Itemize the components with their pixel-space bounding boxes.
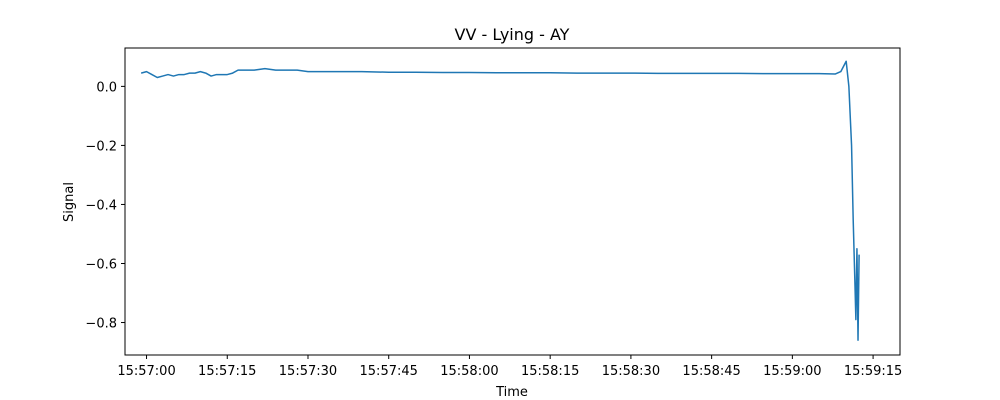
- y-axis: 0.0 −0.2 −0.4 −0.6 −0.8: [85, 80, 125, 332]
- x-tick-label: 15:58:30: [602, 364, 660, 379]
- y-tick-label: −0.6: [85, 257, 117, 272]
- x-tick-label: 15:58:15: [521, 364, 579, 379]
- x-tick-label: 15:57:45: [360, 364, 418, 379]
- x-tick-label: 15:59:15: [844, 364, 902, 379]
- x-axis: 15:57:00 15:57:15 15:57:30 15:57:45 15:58:00…: [117, 355, 902, 379]
- plot-frame: [124, 47, 901, 356]
- y-tick-label: −0.2: [85, 139, 117, 154]
- chart-title: VV - Lying - AY: [455, 25, 570, 44]
- x-tick-label: 15:57:15: [198, 364, 256, 379]
- x-tick-label: 15:57:00: [117, 364, 175, 379]
- x-tick-label: 15:59:00: [763, 364, 821, 379]
- series-line: [140, 60, 860, 341]
- y-tick-label: −0.4: [85, 198, 117, 213]
- x-tick-label: 15:58:00: [440, 364, 498, 379]
- x-tick-label: 15:58:45: [682, 364, 740, 379]
- y-tick-label: −0.8: [85, 317, 117, 332]
- x-tick-label: 15:57:30: [279, 364, 337, 379]
- y-axis-label: Signal: [62, 182, 77, 222]
- plot-area: [140, 60, 860, 341]
- x-axis-label: Time: [495, 385, 528, 400]
- y-tick-label: 0.0: [96, 80, 117, 95]
